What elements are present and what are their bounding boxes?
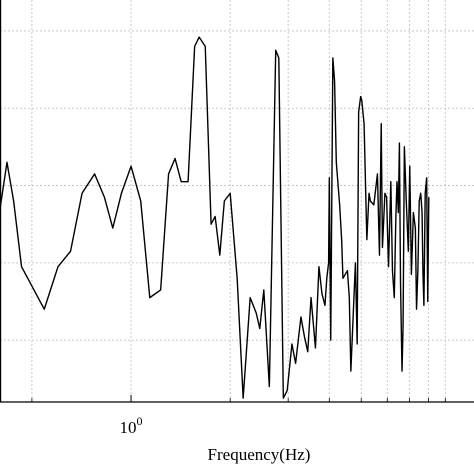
x-tick-labels: 100 [120,414,143,437]
x-tick-label: 100 [120,414,143,437]
series-line [0,36,430,399]
axes [0,0,474,403]
x-axis-label: Frequency(Hz) [208,445,311,464]
